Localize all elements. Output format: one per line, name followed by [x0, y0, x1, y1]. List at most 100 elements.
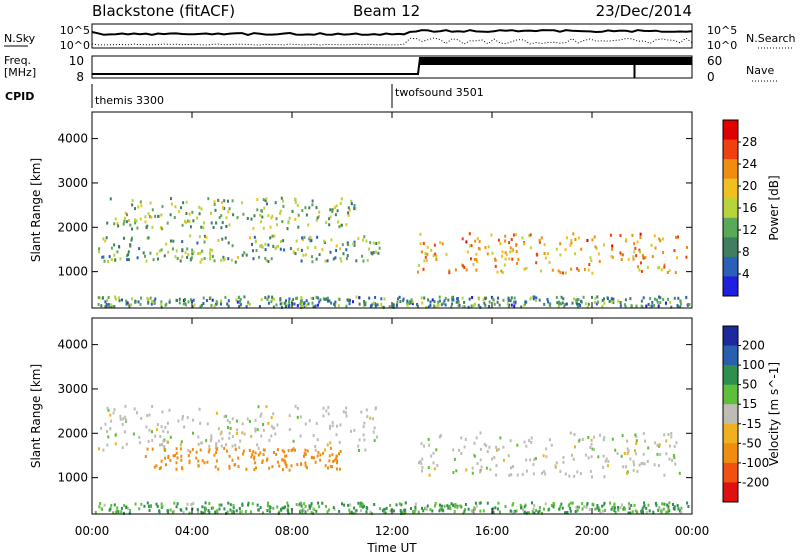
power-cell: [151, 208, 154, 212]
power-cell: [136, 256, 139, 260]
velocity-cell: [324, 464, 327, 468]
velocity-cell: [101, 507, 103, 511]
power-cell: [499, 242, 502, 245]
velocity-cell: [547, 508, 550, 512]
power-cell: [471, 296, 474, 299]
velocity-cell: [172, 454, 175, 458]
velocity-cell: [531, 510, 534, 514]
power-cell: [305, 299, 308, 303]
power-cell: [521, 236, 524, 240]
power-cell: [679, 305, 682, 309]
colorbar-frame: [722, 325, 739, 503]
velocity-cell: [350, 510, 353, 514]
noise-search-line: [91, 37, 693, 46]
velocity-cell: [161, 443, 163, 447]
colorbar-tick-label: -15: [742, 417, 762, 431]
power-cell: [437, 303, 440, 307]
velocity-cell: [361, 502, 364, 506]
velocity-cell: [658, 444, 661, 448]
velocity-cell: [459, 504, 462, 508]
power-cell: [362, 238, 364, 242]
power-cell: [438, 295, 441, 299]
velocity-cell: [109, 413, 112, 417]
power-cell: [261, 209, 263, 213]
power-cell: [421, 301, 424, 305]
velocity-panel-bg: [92, 318, 692, 514]
velocity-cell: [625, 465, 628, 469]
power-cell: [608, 299, 611, 303]
power-cell: [280, 240, 282, 243]
power-cell: [617, 299, 620, 303]
power-cell: [260, 298, 263, 302]
colorbar-swatch: [723, 256, 738, 277]
power-cell: [142, 251, 145, 255]
power-cell: [350, 199, 353, 203]
velocity-cell: [622, 465, 625, 469]
velocity-cell: [287, 510, 290, 514]
power-cell: [139, 200, 142, 204]
power-cell: [490, 233, 493, 237]
power-cell: [126, 258, 129, 262]
velocity-cell: [220, 503, 223, 507]
y-tick-label: 4000: [57, 338, 88, 352]
power-cell: [569, 243, 572, 247]
power-cell: [593, 235, 596, 239]
velocity-cell: [617, 506, 620, 509]
freq-panel: Freq. [MHz] 10 8 60 0 Nave: [4, 54, 778, 84]
velocity-cell: [597, 508, 600, 512]
velocity-cell: [523, 440, 526, 444]
power-cell: [144, 254, 146, 258]
power-cell: [243, 295, 246, 299]
power-cell: [346, 254, 349, 258]
velocity-cell: [626, 447, 629, 451]
velocity-cell: [667, 505, 670, 509]
velocity-cell: [210, 506, 213, 510]
power-cell: [426, 245, 429, 249]
velocity-cell: [463, 445, 466, 449]
velocity-cell: [166, 430, 169, 434]
power-cell: [467, 305, 470, 309]
velocity-cell: [246, 417, 249, 421]
velocity-cell: [140, 502, 143, 506]
velocity-cell: [225, 414, 227, 418]
velocity-cell: [234, 463, 237, 467]
velocity-cell: [325, 409, 328, 413]
power-cell: [279, 209, 282, 213]
velocity-cell: [300, 462, 302, 466]
power-cell: [580, 247, 583, 251]
power-cell: [139, 217, 142, 221]
velocity-cell: [339, 423, 342, 427]
velocity-cell: [655, 503, 658, 507]
velocity-cell: [328, 454, 331, 458]
power-cell: [199, 251, 202, 255]
velocity-cell: [495, 445, 498, 449]
power-cell: [439, 241, 442, 245]
velocity-cell: [542, 454, 545, 458]
power-cell: [97, 302, 100, 306]
velocity-cell: [277, 511, 280, 515]
velocity-cell: [327, 412, 330, 416]
power-cell: [355, 259, 358, 263]
velocity-cell: [604, 459, 607, 463]
velocity-cell: [326, 443, 329, 447]
power-cell: [221, 201, 224, 204]
velocity-cell: [247, 501, 250, 505]
power-cell: [529, 233, 532, 237]
velocity-cell: [232, 510, 235, 514]
power-cell: [476, 236, 479, 240]
velocity-cell: [183, 425, 186, 429]
velocity-cell: [300, 504, 303, 508]
power-cell: [333, 302, 336, 306]
velocity-cell: [190, 503, 193, 506]
velocity-cell: [146, 447, 149, 451]
velocity-cell: [298, 502, 301, 506]
velocity-cell: [312, 511, 315, 515]
power-cell: [498, 303, 501, 307]
velocity-cell: [226, 418, 229, 422]
velocity-cell: [208, 511, 211, 515]
power-cell: [601, 304, 604, 308]
velocity-cell: [576, 470, 579, 474]
power-cell: [191, 299, 194, 303]
power-cell: [603, 301, 606, 305]
velocity-cell: [581, 507, 584, 511]
